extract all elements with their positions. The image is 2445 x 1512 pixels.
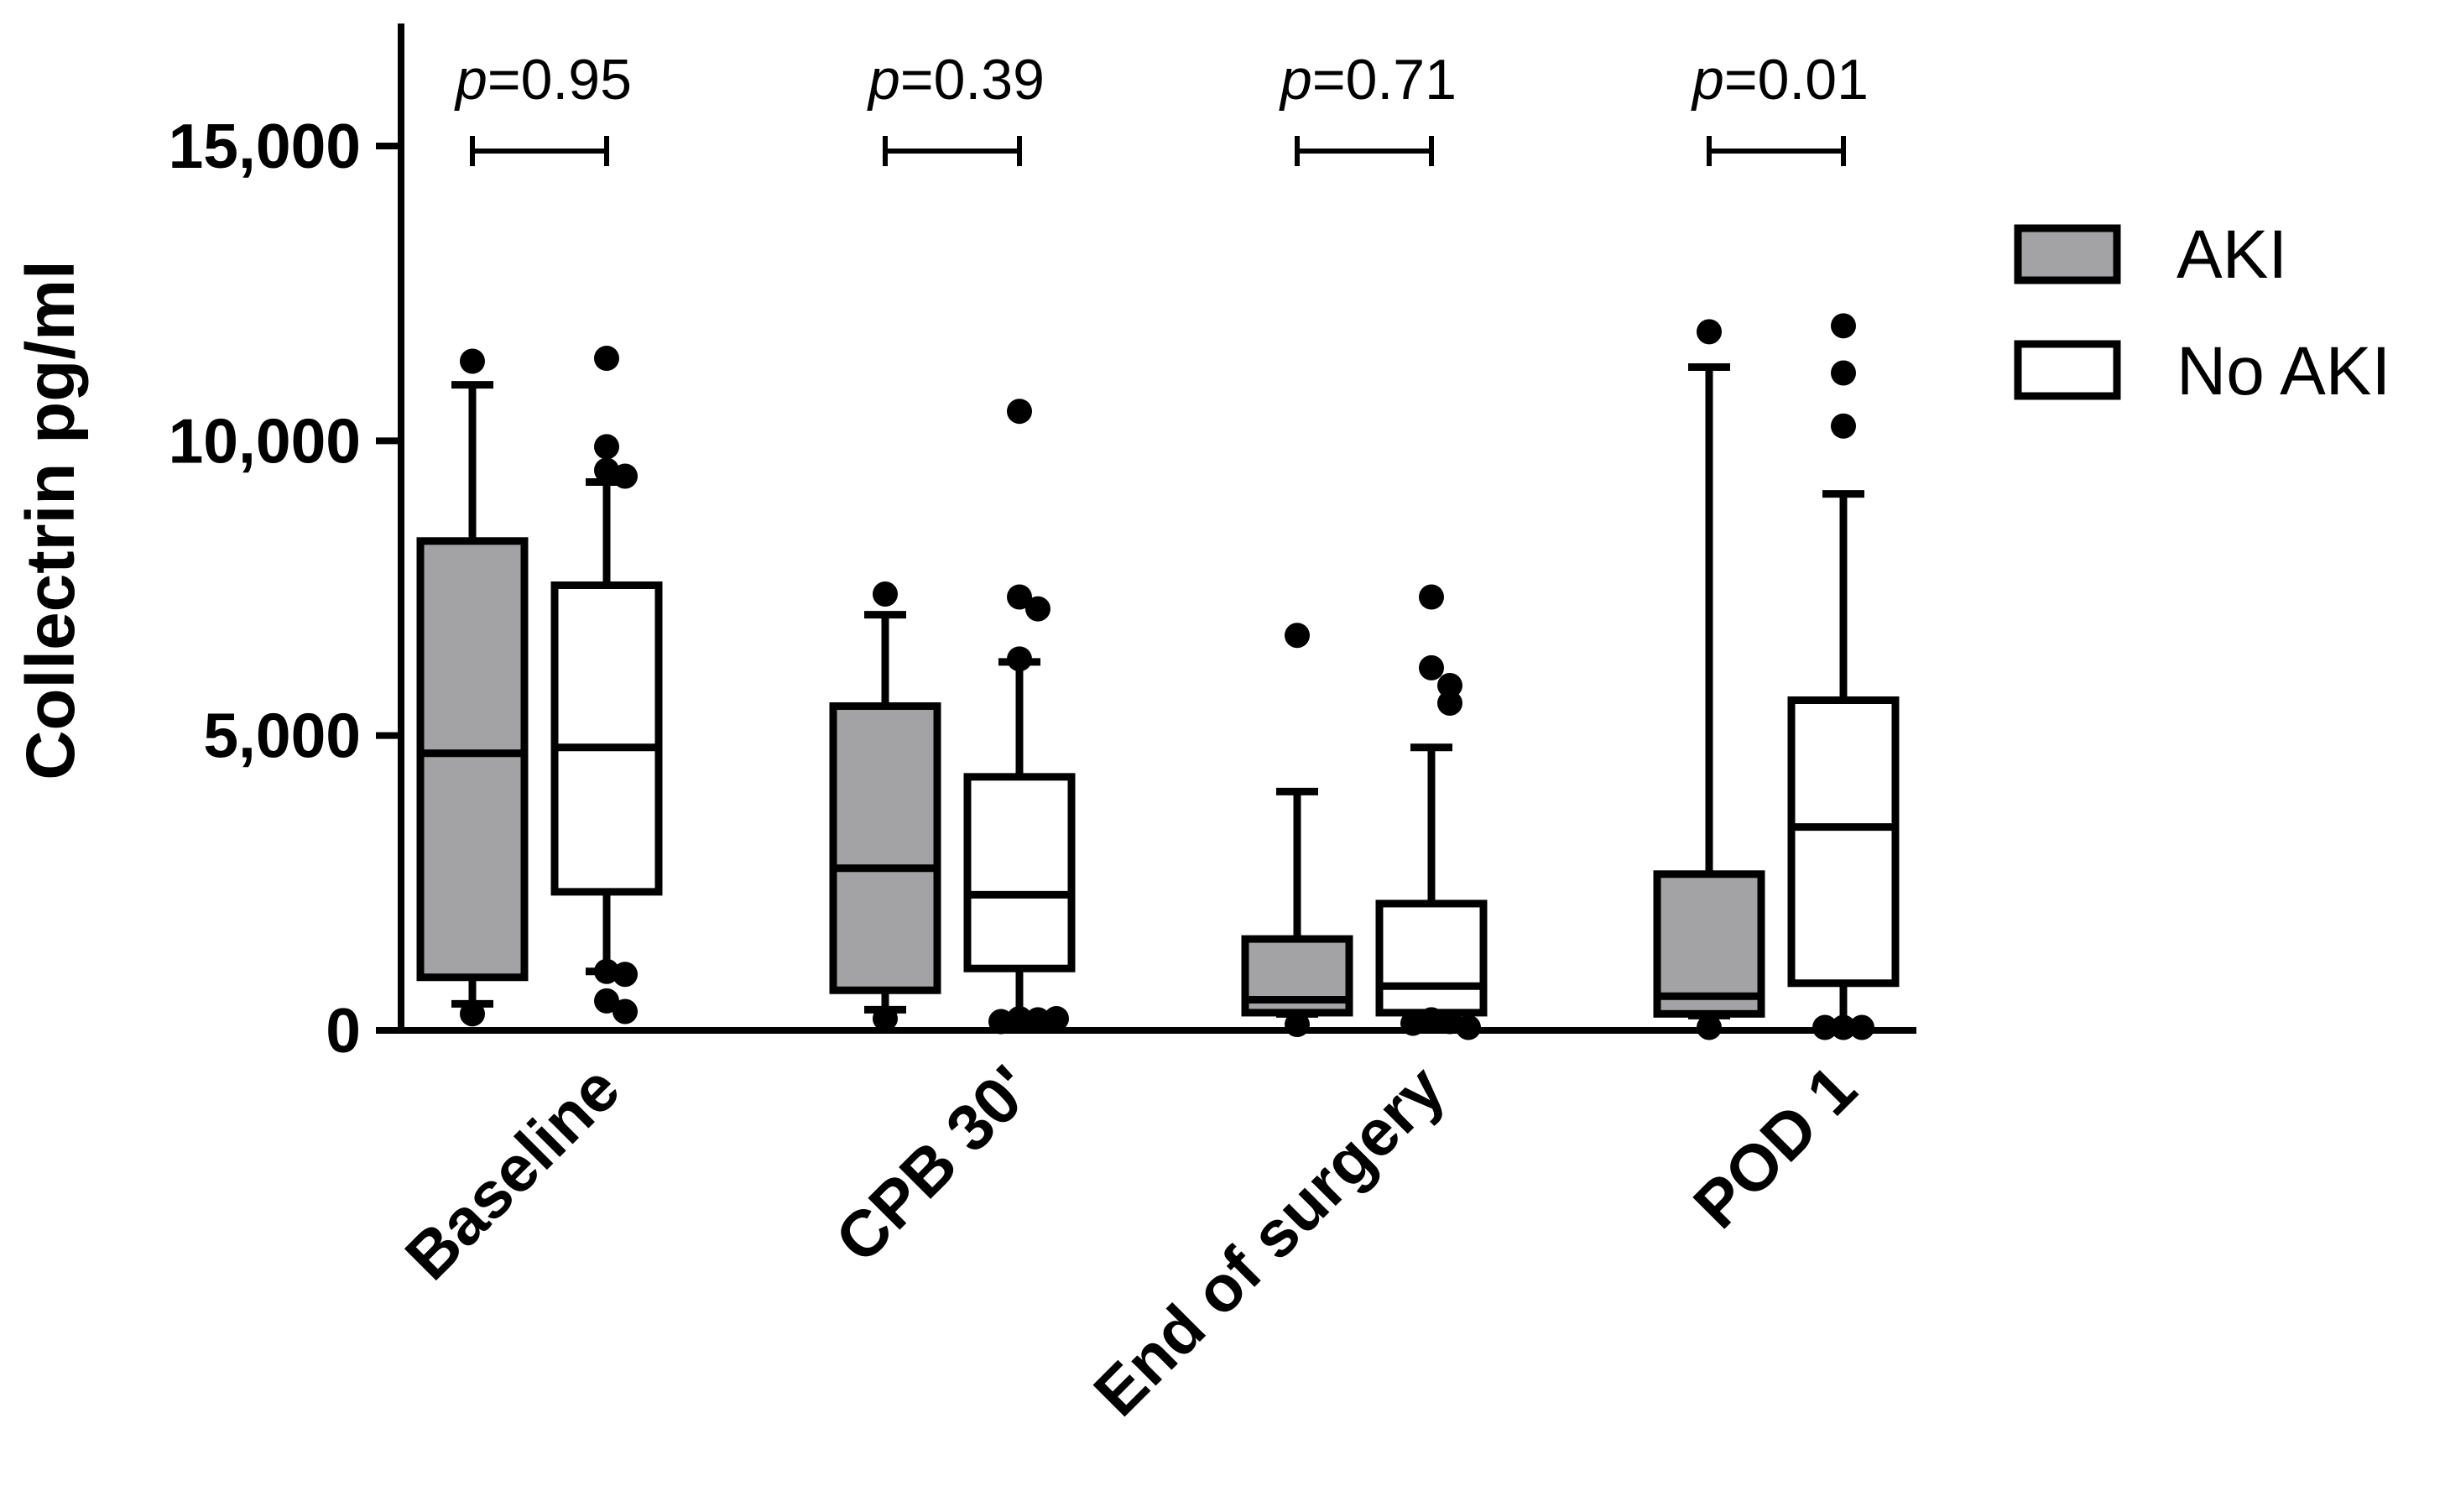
legend-label-no-aki: No AKI bbox=[2177, 333, 2390, 409]
box-aki-2 bbox=[1241, 623, 1353, 1037]
outlier-point bbox=[1437, 691, 1462, 717]
outlier-point bbox=[613, 962, 638, 988]
p-value-label: p=0.01 bbox=[1691, 48, 1869, 112]
box-iqr bbox=[963, 773, 1076, 972]
outlier-point bbox=[594, 345, 619, 371]
p-value-label: p=0.71 bbox=[1279, 48, 1457, 112]
outlier-point bbox=[873, 581, 898, 607]
y-ticks: 0 5,000 10,000 15,000 bbox=[169, 111, 401, 1066]
p-value-label: p=0.39 bbox=[867, 48, 1045, 112]
plot-area bbox=[416, 313, 1900, 1040]
box-iqr bbox=[550, 581, 663, 896]
legend-item-aki: AKI bbox=[2014, 216, 2287, 293]
outlier-point bbox=[594, 988, 619, 1014]
x-tick-label: POD 1 bbox=[1679, 1051, 1870, 1243]
outlier-point bbox=[1419, 584, 1444, 610]
y-tick-label: 15,000 bbox=[169, 111, 361, 181]
outlier-point bbox=[613, 998, 638, 1025]
outlier-point bbox=[460, 1001, 485, 1027]
outlier-point bbox=[1697, 319, 1722, 345]
legend-item-no-aki: No AKI bbox=[2014, 333, 2390, 409]
outlier-point bbox=[1831, 413, 1856, 439]
y-tick-label: 5,000 bbox=[203, 701, 361, 771]
outlier-point bbox=[594, 958, 619, 984]
outlier-point bbox=[1025, 596, 1050, 622]
box-iqr bbox=[829, 702, 941, 994]
outlier-point bbox=[1007, 1005, 1032, 1031]
legend-swatch-aki bbox=[2014, 224, 2121, 284]
box-aki-3 bbox=[1653, 319, 1765, 1040]
y-axis-title: Collectrin pg/ml bbox=[13, 260, 89, 780]
legend: AKI No AKI bbox=[2014, 216, 2390, 409]
p-value-annotations: p=0.95 p=0.39 p=0.71 p=0.01 bbox=[454, 48, 1869, 166]
outlier-point bbox=[1007, 584, 1032, 610]
outlier-point bbox=[1831, 360, 1856, 386]
x-tick-label: End of surgery bbox=[1080, 1051, 1458, 1430]
outlier-point bbox=[1025, 1007, 1050, 1033]
outlier-point bbox=[1437, 672, 1462, 698]
outlier-point bbox=[1007, 646, 1032, 672]
box-no-aki-1 bbox=[963, 399, 1076, 1035]
outlier-point bbox=[594, 434, 619, 460]
box-aki-1 bbox=[829, 581, 941, 1031]
y-axis: 0 5,000 10,000 15,000 bbox=[169, 23, 404, 1066]
box-iqr bbox=[1375, 899, 1488, 1017]
outlier-point bbox=[613, 463, 638, 489]
box-no-aki-0 bbox=[550, 345, 663, 1025]
outlier-point bbox=[1007, 399, 1032, 425]
outlier-point bbox=[460, 348, 485, 374]
outlier-point bbox=[1285, 623, 1310, 649]
outlier-point bbox=[1419, 654, 1444, 680]
box-aki-0 bbox=[416, 348, 529, 1027]
outlier-point bbox=[1831, 313, 1856, 339]
p-value-label: p=0.95 bbox=[454, 48, 632, 112]
box-iqr bbox=[1653, 870, 1765, 1018]
box-no-aki-2 bbox=[1375, 584, 1488, 1040]
box-no-aki-3 bbox=[1787, 313, 1900, 1040]
outlier-point bbox=[873, 1005, 898, 1031]
box-iqr bbox=[416, 537, 529, 982]
box-iqr bbox=[1787, 696, 1900, 988]
x-axis-labels: Baseline CPB 30' End of surgery POD 1 bbox=[391, 1051, 1870, 1430]
legend-label-aki: AKI bbox=[2177, 216, 2287, 293]
x-tick-label: Baseline bbox=[391, 1051, 633, 1294]
x-tick-label: CPB 30' bbox=[821, 1051, 1046, 1276]
y-tick-label: 0 bbox=[326, 995, 361, 1066]
outlier-point bbox=[1044, 1005, 1069, 1031]
legend-swatch-no-aki bbox=[2014, 340, 2121, 400]
y-tick-label: 10,000 bbox=[169, 405, 361, 476]
